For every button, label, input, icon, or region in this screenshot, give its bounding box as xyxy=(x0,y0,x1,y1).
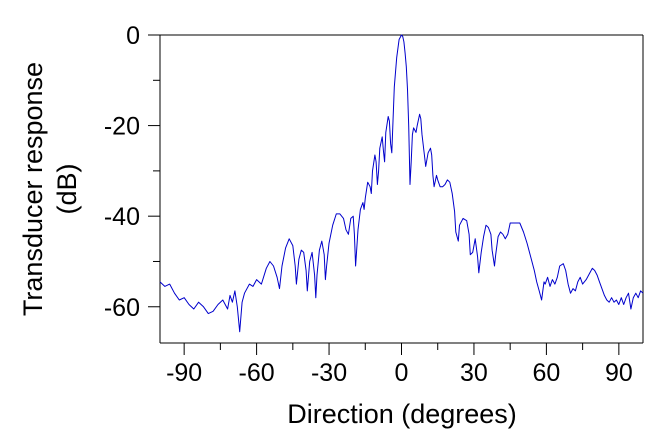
y-tick-label: -20 xyxy=(104,113,140,141)
x-tick-label: 90 xyxy=(605,359,633,387)
x-axis-title: Direction (degrees) xyxy=(287,399,517,429)
series-layer xyxy=(159,34,644,333)
y-axis-title-line-2: (dB) xyxy=(52,163,82,214)
x-tick-label: -60 xyxy=(239,359,275,387)
y-tick-label: 0 xyxy=(126,22,140,50)
x-tick-label: -30 xyxy=(311,359,347,387)
plot-frame xyxy=(159,34,644,344)
y-tick-label: -40 xyxy=(104,203,140,231)
x-ticks: -90 -60 -30 0 30 60 90 xyxy=(166,343,633,387)
y-axis-title: Transducer response (dB) xyxy=(18,62,82,316)
x-tick-label: 60 xyxy=(532,359,560,387)
x-tick-label: 0 xyxy=(395,359,409,387)
x-tick-label: -90 xyxy=(166,359,202,387)
y-tick-label: -60 xyxy=(104,294,140,322)
x-tick-label: 30 xyxy=(460,359,488,387)
series-line xyxy=(159,34,644,333)
y-axis-title-line-1: Transducer response xyxy=(18,62,48,316)
y-ticks: 0 -20 -40 -60 xyxy=(104,22,160,322)
